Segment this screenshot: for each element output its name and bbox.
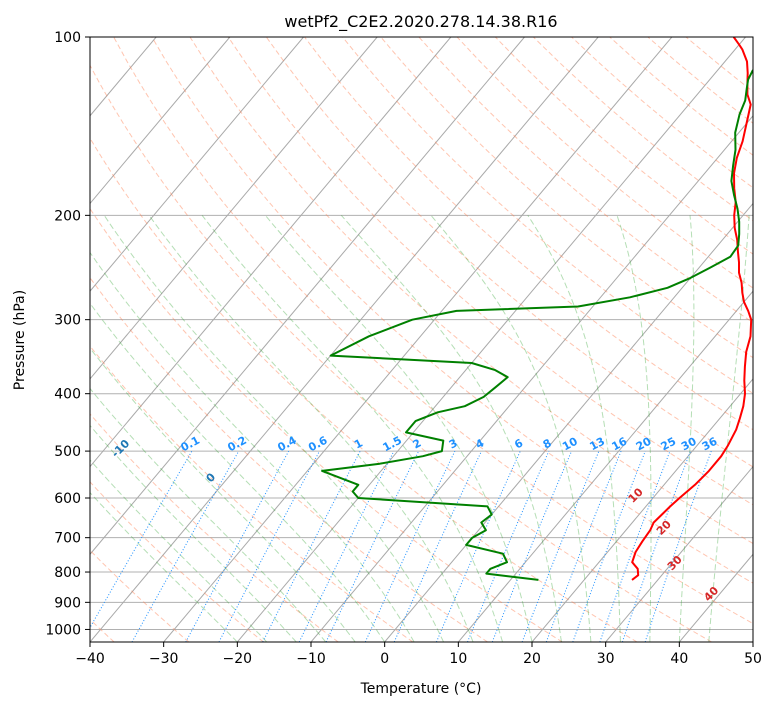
y-tick-label: 1000 [45,622,81,638]
isotherm-line [90,37,378,380]
moist-adiabat [678,215,695,642]
moist-adiabat [430,214,592,642]
isotherm-line [605,465,753,642]
moist-adiabat [90,251,415,642]
x-tick-label: −20 [223,651,253,667]
moist-adiabat [264,214,533,642]
mixing-ratio-line [393,450,482,642]
isotherm-line [236,37,746,642]
isotherm-line [90,37,231,205]
mixing-ratio-lines [90,450,712,642]
mixing-ratio-line [131,450,240,642]
mixing-ratio-line [491,450,573,642]
isotherm-line [531,378,753,642]
dewpoint-profile-line [321,68,753,581]
isobar-grid [90,37,753,630]
isotherm-line [457,290,753,642]
dry-adiabat [227,37,753,506]
mixing-ratio-label: 25 [659,435,679,454]
y-tick-label: 300 [54,313,81,329]
dry-adiabat [90,207,563,642]
y-tick-label: 700 [54,531,81,547]
dry-adiabat [90,481,264,642]
x-tick-label: 30 [597,651,615,667]
x-tick-label: 50 [744,651,762,667]
y-tick-label: 400 [54,387,81,403]
y-tick-label: 100 [54,30,81,46]
dry-adiabat [90,413,339,642]
isotherm-line [90,37,525,556]
mixing-ratio-line [262,450,361,642]
dry-adiabat [304,37,753,431]
isotherm-line [163,37,673,642]
moist-adiabat [201,214,503,642]
x-tick-label: −30 [149,651,179,667]
mixing-ratio-line [599,450,671,642]
y-tick-label: 200 [54,208,81,224]
x-tick-label: 40 [670,651,688,667]
moist-adiabat [708,215,750,642]
mixing-ratio-label: 10 [560,435,580,454]
y-tick-label: 800 [54,565,81,581]
x-tick-label: −40 [75,651,105,667]
x-tick-label: 0 [380,651,389,667]
dry-adiabat [90,276,488,642]
dry-adiabat [90,137,638,642]
mixing-ratio-line [621,450,691,642]
moist-adiabat [90,302,386,642]
mixing-ratio-label: 30 [679,435,699,454]
x-axis-title: Temperature (°C) [360,681,482,697]
isotherm-line [90,37,599,642]
y-axis: 100 200 300 400 500 600 700 800 900 1000 [45,30,90,638]
y-axis-title: Pressure (hPa) [12,290,28,390]
y-tick-label: 900 [54,595,81,611]
dry-adiabat [456,37,753,289]
mixing-ratio-line [364,450,456,642]
moist-adiabat [148,215,474,642]
dry-adiabat [151,37,753,584]
plot-area: 0.10.20.40.611.52346810131620253036-100-… [90,37,753,642]
plot-frame [89,36,754,643]
dry-adiabat [189,37,753,545]
moist-adiabat [90,387,327,642]
moist-adiabat [340,214,562,642]
moist-adiabat [527,215,621,642]
mixing-ratio-line [90,450,193,629]
mixing-ratio-label: 36 [700,435,720,454]
mixing-ratio-line [467,450,550,642]
moist-adiabats [90,214,750,642]
dry-adiabat [342,37,753,394]
y-tick-label: 500 [54,444,81,460]
temperature-profile-line [631,37,753,581]
y-tick-label: 600 [54,491,81,507]
mixing-ratio-line [644,450,712,642]
moist-adiabat [90,347,356,642]
mixing-ratio-label: 20 [634,435,654,454]
isotherm-line [90,37,452,468]
mixing-ratio-label: 13 [587,435,607,454]
x-tick-label: 10 [449,651,467,667]
mixing-ratio-label: 16 [610,435,630,454]
moist-adiabat [103,215,445,642]
profile-series [321,37,753,581]
x-tick-label: −10 [296,651,326,667]
dry-adiabat [90,64,712,642]
chart-title: wetPf2_C2E2.2020.278.14.38.R16 [284,12,557,32]
dry-adiabats [90,37,753,642]
isotherm-line [90,37,304,292]
isotherm-grid [90,37,753,642]
x-tick-label: 20 [523,651,541,667]
moist-adiabat [616,215,652,642]
x-axis: −40 −30 −20 −10 0 10 20 30 40 50 [75,642,762,667]
